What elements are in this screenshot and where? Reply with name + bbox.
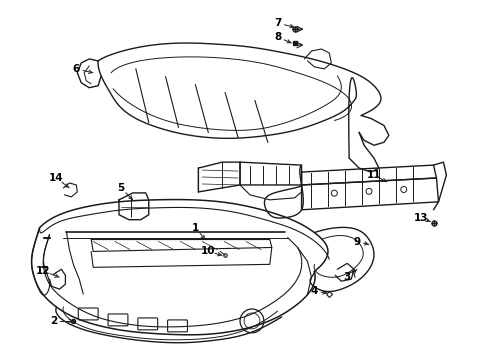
Text: 3: 3 [343, 272, 350, 282]
Text: 11: 11 [366, 170, 381, 180]
Text: 6: 6 [73, 64, 80, 74]
Text: 14: 14 [49, 173, 63, 183]
Text: 12: 12 [36, 266, 51, 276]
Text: 5: 5 [117, 183, 124, 193]
Text: 7: 7 [273, 18, 281, 28]
Text: 8: 8 [274, 32, 281, 42]
Text: 2: 2 [50, 316, 57, 326]
Text: 4: 4 [310, 286, 318, 296]
Text: 13: 13 [412, 213, 427, 223]
Text: 1: 1 [191, 222, 199, 233]
Text: 9: 9 [353, 237, 360, 247]
Text: 10: 10 [201, 247, 215, 256]
